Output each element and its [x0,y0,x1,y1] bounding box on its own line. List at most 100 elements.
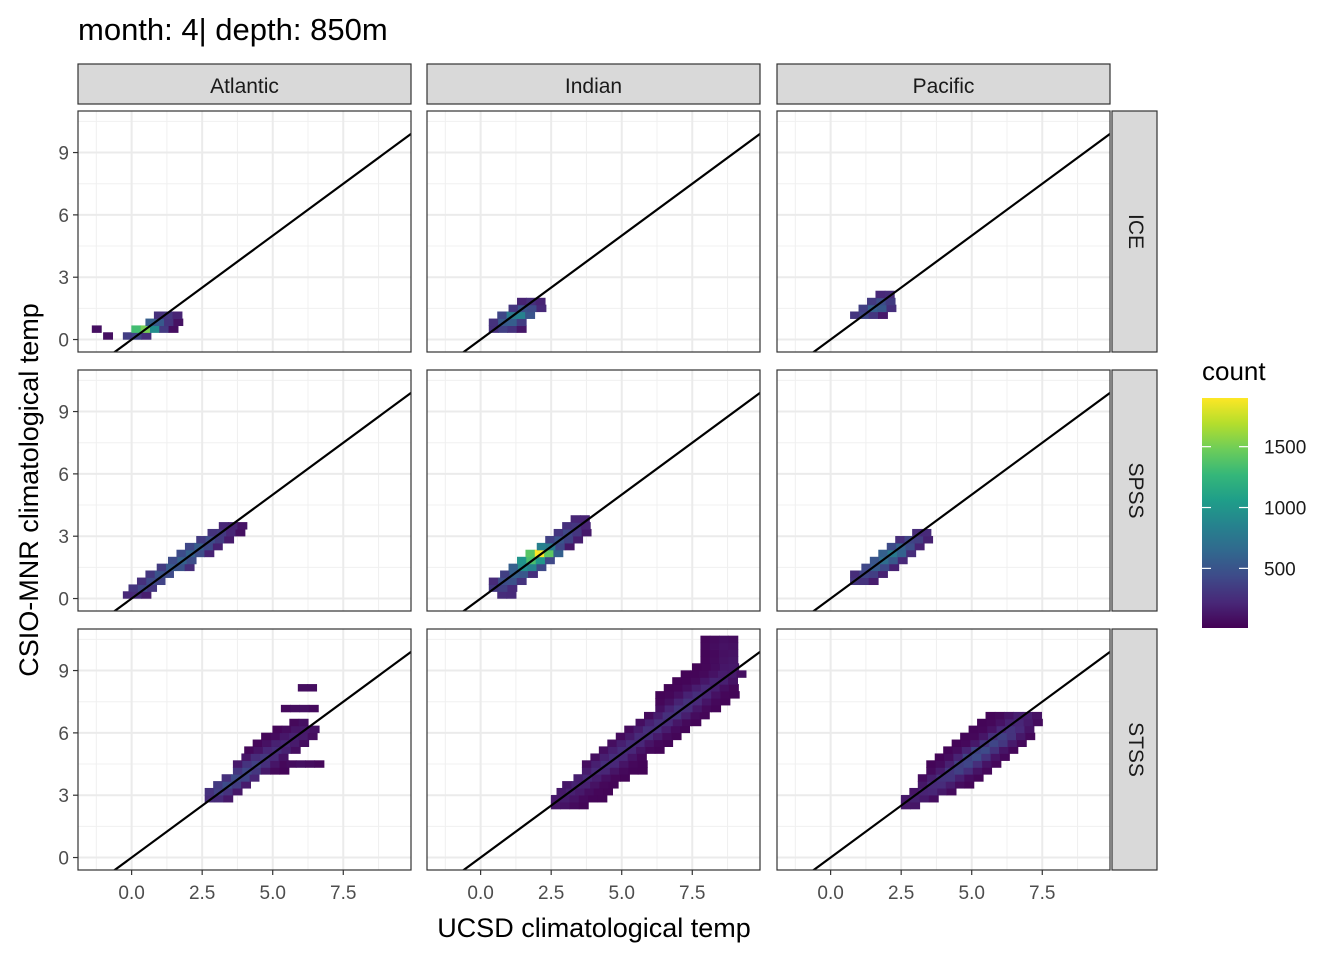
heatmap-bin [999,746,1009,754]
facet-strip-atlantic [77,63,412,105]
heatmap-bin [103,332,114,340]
heatmap-bin [237,522,248,530]
heatmap-bin [653,711,664,720]
heatmap-bin [728,677,739,685]
panel-border [776,110,1111,353]
panel-background [78,370,411,611]
heatmap-bin [619,767,630,775]
heatmap-bin [278,753,289,761]
x-tick-label: 2.5 [538,883,564,904]
heatmap-bin [645,746,656,754]
heatmap-bin [699,670,710,678]
heatmap-bin [634,732,645,741]
heatmap-bin [877,304,888,313]
heatmap-bin [935,767,946,775]
heatmap-bin [998,739,1009,747]
heatmap-bin [290,746,301,754]
heatmap-bin [1016,732,1026,741]
heatmap-bin [618,753,629,761]
heatmap-bin [556,787,567,796]
x-tick-label: 7.5 [1029,883,1055,904]
heatmap-bin [870,563,881,572]
heatmap-bin [1008,746,1019,754]
heatmap-bin [720,697,731,706]
heatmap-bin [506,311,517,319]
heatmap-bin [918,787,929,796]
heatmap-bin [128,584,139,592]
heatmap-bin [897,556,908,565]
reference-line [461,132,760,352]
heatmap-bin [736,670,747,678]
heatmap-bin [690,711,701,720]
heatmap-bin [173,318,184,327]
heatmap-bin [260,760,271,768]
heatmap-bin [996,725,1007,734]
heatmap-bin [599,753,610,761]
heatmap-bin [700,642,711,650]
heatmap-bin [990,753,1001,761]
panel-atlantic-stss: 0 3 6 9 0.0 2.5 5.0 7.5 [58,628,412,904]
heatmap-bin [700,649,711,658]
heatmap-bin [619,760,630,768]
heatmap-bin [861,563,872,572]
heatmap-bin [663,718,674,727]
heatmap-bin [859,577,870,586]
facet-strip-ice [1111,110,1158,353]
heatmap-bin [600,760,611,768]
heatmap-bin [968,725,979,734]
x-tick-label: 2.5 [189,883,215,904]
heatmap-bin [652,725,663,734]
heatmap-bin [636,753,647,761]
heatmap-bin [145,570,156,578]
heatmap-bin [1006,732,1017,741]
heatmap-bin [964,774,975,782]
heatmap-bin [654,718,665,727]
heatmap-bin [214,787,224,796]
heatmap-bin [980,746,991,754]
heatmap-bin [579,515,590,523]
heatmap-bin [955,774,965,782]
heatmap-bin [156,563,167,572]
heatmap-bin [241,781,252,789]
heatmap-bin [569,795,580,803]
heatmap-bin [627,753,638,761]
heatmap-bin [307,732,318,741]
heatmap-bin [663,684,674,692]
heatmap-bin [982,767,993,775]
heatmap-bin [628,767,639,775]
heatmap-bin [635,739,646,747]
heatmap-bin [672,677,683,685]
heatmap-bin [564,542,575,551]
heatmap-bin [719,684,730,692]
heatmap-bin [308,704,319,713]
panel-pacific-ice [776,110,1111,353]
heatmap-bin [626,746,637,754]
heatmap-bin [507,318,518,327]
heatmap-bin [997,732,1008,741]
reference-line [112,132,411,352]
heatmap-bin [917,774,928,782]
heatmap-bin [299,739,310,747]
heatmap-bin [977,718,987,727]
heatmap-bin [906,549,917,558]
heatmap-bin [228,522,239,530]
heatmap-bin [710,663,721,671]
heatmap-bin [905,542,916,551]
heatmap-bin [991,760,1002,768]
facet-strip-label-stss: STSS [1124,722,1147,777]
heatmap-bin [964,781,975,789]
heatmap-bin [307,684,318,692]
heatmap-bin [1004,711,1015,720]
heatmap-bin [644,718,655,727]
heatmap-bin [729,691,740,699]
heatmap-bin [988,739,999,747]
panel-border [77,110,412,353]
panel-background [777,370,1110,611]
heatmap-bin [270,767,281,775]
heatmap-bin [868,577,879,586]
heatmap-bin [500,570,510,578]
heatmap-bin [1032,718,1043,727]
heatmap-bin [590,781,601,789]
heatmap-bin [719,649,729,658]
heatmap-bin [692,697,703,706]
